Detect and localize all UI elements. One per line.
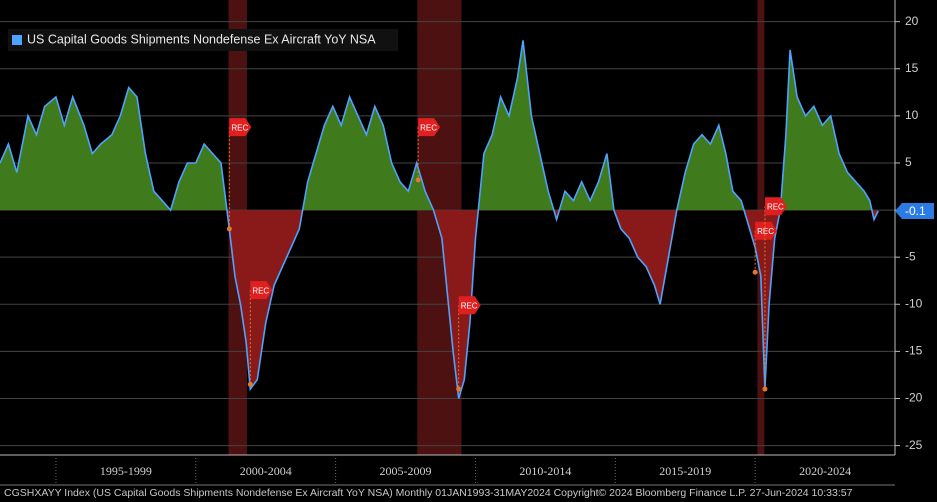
legend-box [8, 29, 398, 51]
rec-label: REC [231, 123, 248, 132]
rec-label: REC [252, 286, 269, 295]
x-tick-label: 2005-2009 [380, 464, 432, 478]
rec-label: REC [461, 301, 478, 310]
rec-tag [250, 281, 273, 300]
y-tick-label: -5 [905, 249, 916, 263]
y-tick-label: -25 [905, 438, 923, 452]
y-tick-label: 20 [905, 14, 919, 28]
rec-tag [458, 296, 481, 315]
rec-label: REC [420, 123, 437, 132]
x-tick-label: 2000-2004 [240, 464, 292, 478]
y-tick-label: -10 [905, 296, 923, 310]
rec-point [456, 386, 462, 392]
rec-point [752, 269, 758, 275]
y-tick-label: 15 [905, 61, 919, 75]
y-tick-label: -15 [905, 344, 923, 358]
rec-label: REC [757, 227, 774, 236]
rec-point [762, 386, 768, 392]
rec-tag [229, 118, 252, 137]
x-tick-label: 2020-2024 [799, 464, 851, 478]
series-line [0, 40, 879, 399]
footer: CGSHXAYY Index (US Capital Goods Shipmen… [4, 487, 853, 499]
y-tick-label: 10 [905, 108, 919, 122]
last-value-box [895, 203, 934, 220]
legend-swatch [12, 35, 22, 45]
x-tick-label: 2015-2019 [659, 464, 711, 478]
x-tick-label: 2010-2014 [519, 464, 571, 478]
last-value-label: -0.1 [905, 204, 926, 218]
legend-label: US Capital Goods Shipments Nondefense Ex… [27, 32, 376, 46]
x-tick-label: 1995-1999 [100, 464, 152, 478]
negative-area [170, 210, 879, 399]
rec-label: REC [767, 202, 784, 211]
rec-point [415, 177, 421, 183]
rec-point [226, 226, 232, 232]
rec-tag [418, 118, 441, 137]
y-tick-label: -20 [905, 391, 923, 405]
rec-tag [764, 197, 787, 216]
rec-point [247, 381, 253, 387]
positive-area [0, 40, 879, 211]
rec-tag [755, 221, 778, 240]
y-tick-label: 5 [905, 155, 912, 169]
